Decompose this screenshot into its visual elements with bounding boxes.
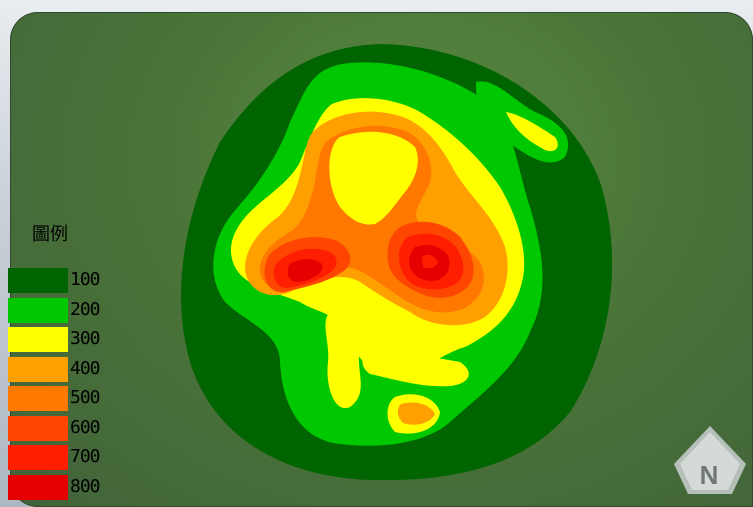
legend-title: 圖例 [32,224,68,245]
legend-swatch [8,445,68,470]
legend-item: 100 [8,268,118,295]
legend-swatch [8,297,68,323]
legend-label: 700 [70,446,100,467]
legend-label: 200 [70,298,100,320]
legend-label: 500 [70,387,100,408]
north-arrow-label: N [700,460,719,490]
legend-label: 400 [70,357,100,379]
map-panel[interactable] [10,12,753,507]
north-arrow-icon[interactable]: N [672,424,748,496]
legend-label: 300 [70,328,100,349]
legend-swatch [8,327,68,352]
contour-map[interactable] [10,12,753,507]
legend-label: 800 [70,475,100,497]
legend-swatch [8,474,68,500]
legend-label: 100 [70,269,100,290]
legend-item: 600 [8,415,118,443]
legend-item: 400 [8,356,118,384]
legend-swatch [8,356,68,382]
legend-item: 700 [8,445,118,472]
legend-swatch [8,268,68,293]
legend-swatch [8,386,68,411]
legend-item: 800 [8,474,118,502]
contour-level-800 [287,244,450,283]
legend-item: 500 [8,386,118,413]
legend-swatch [8,415,68,441]
legend-item: 300 [8,327,118,354]
legend-label: 600 [70,416,100,438]
legend-item: 200 [8,297,118,325]
